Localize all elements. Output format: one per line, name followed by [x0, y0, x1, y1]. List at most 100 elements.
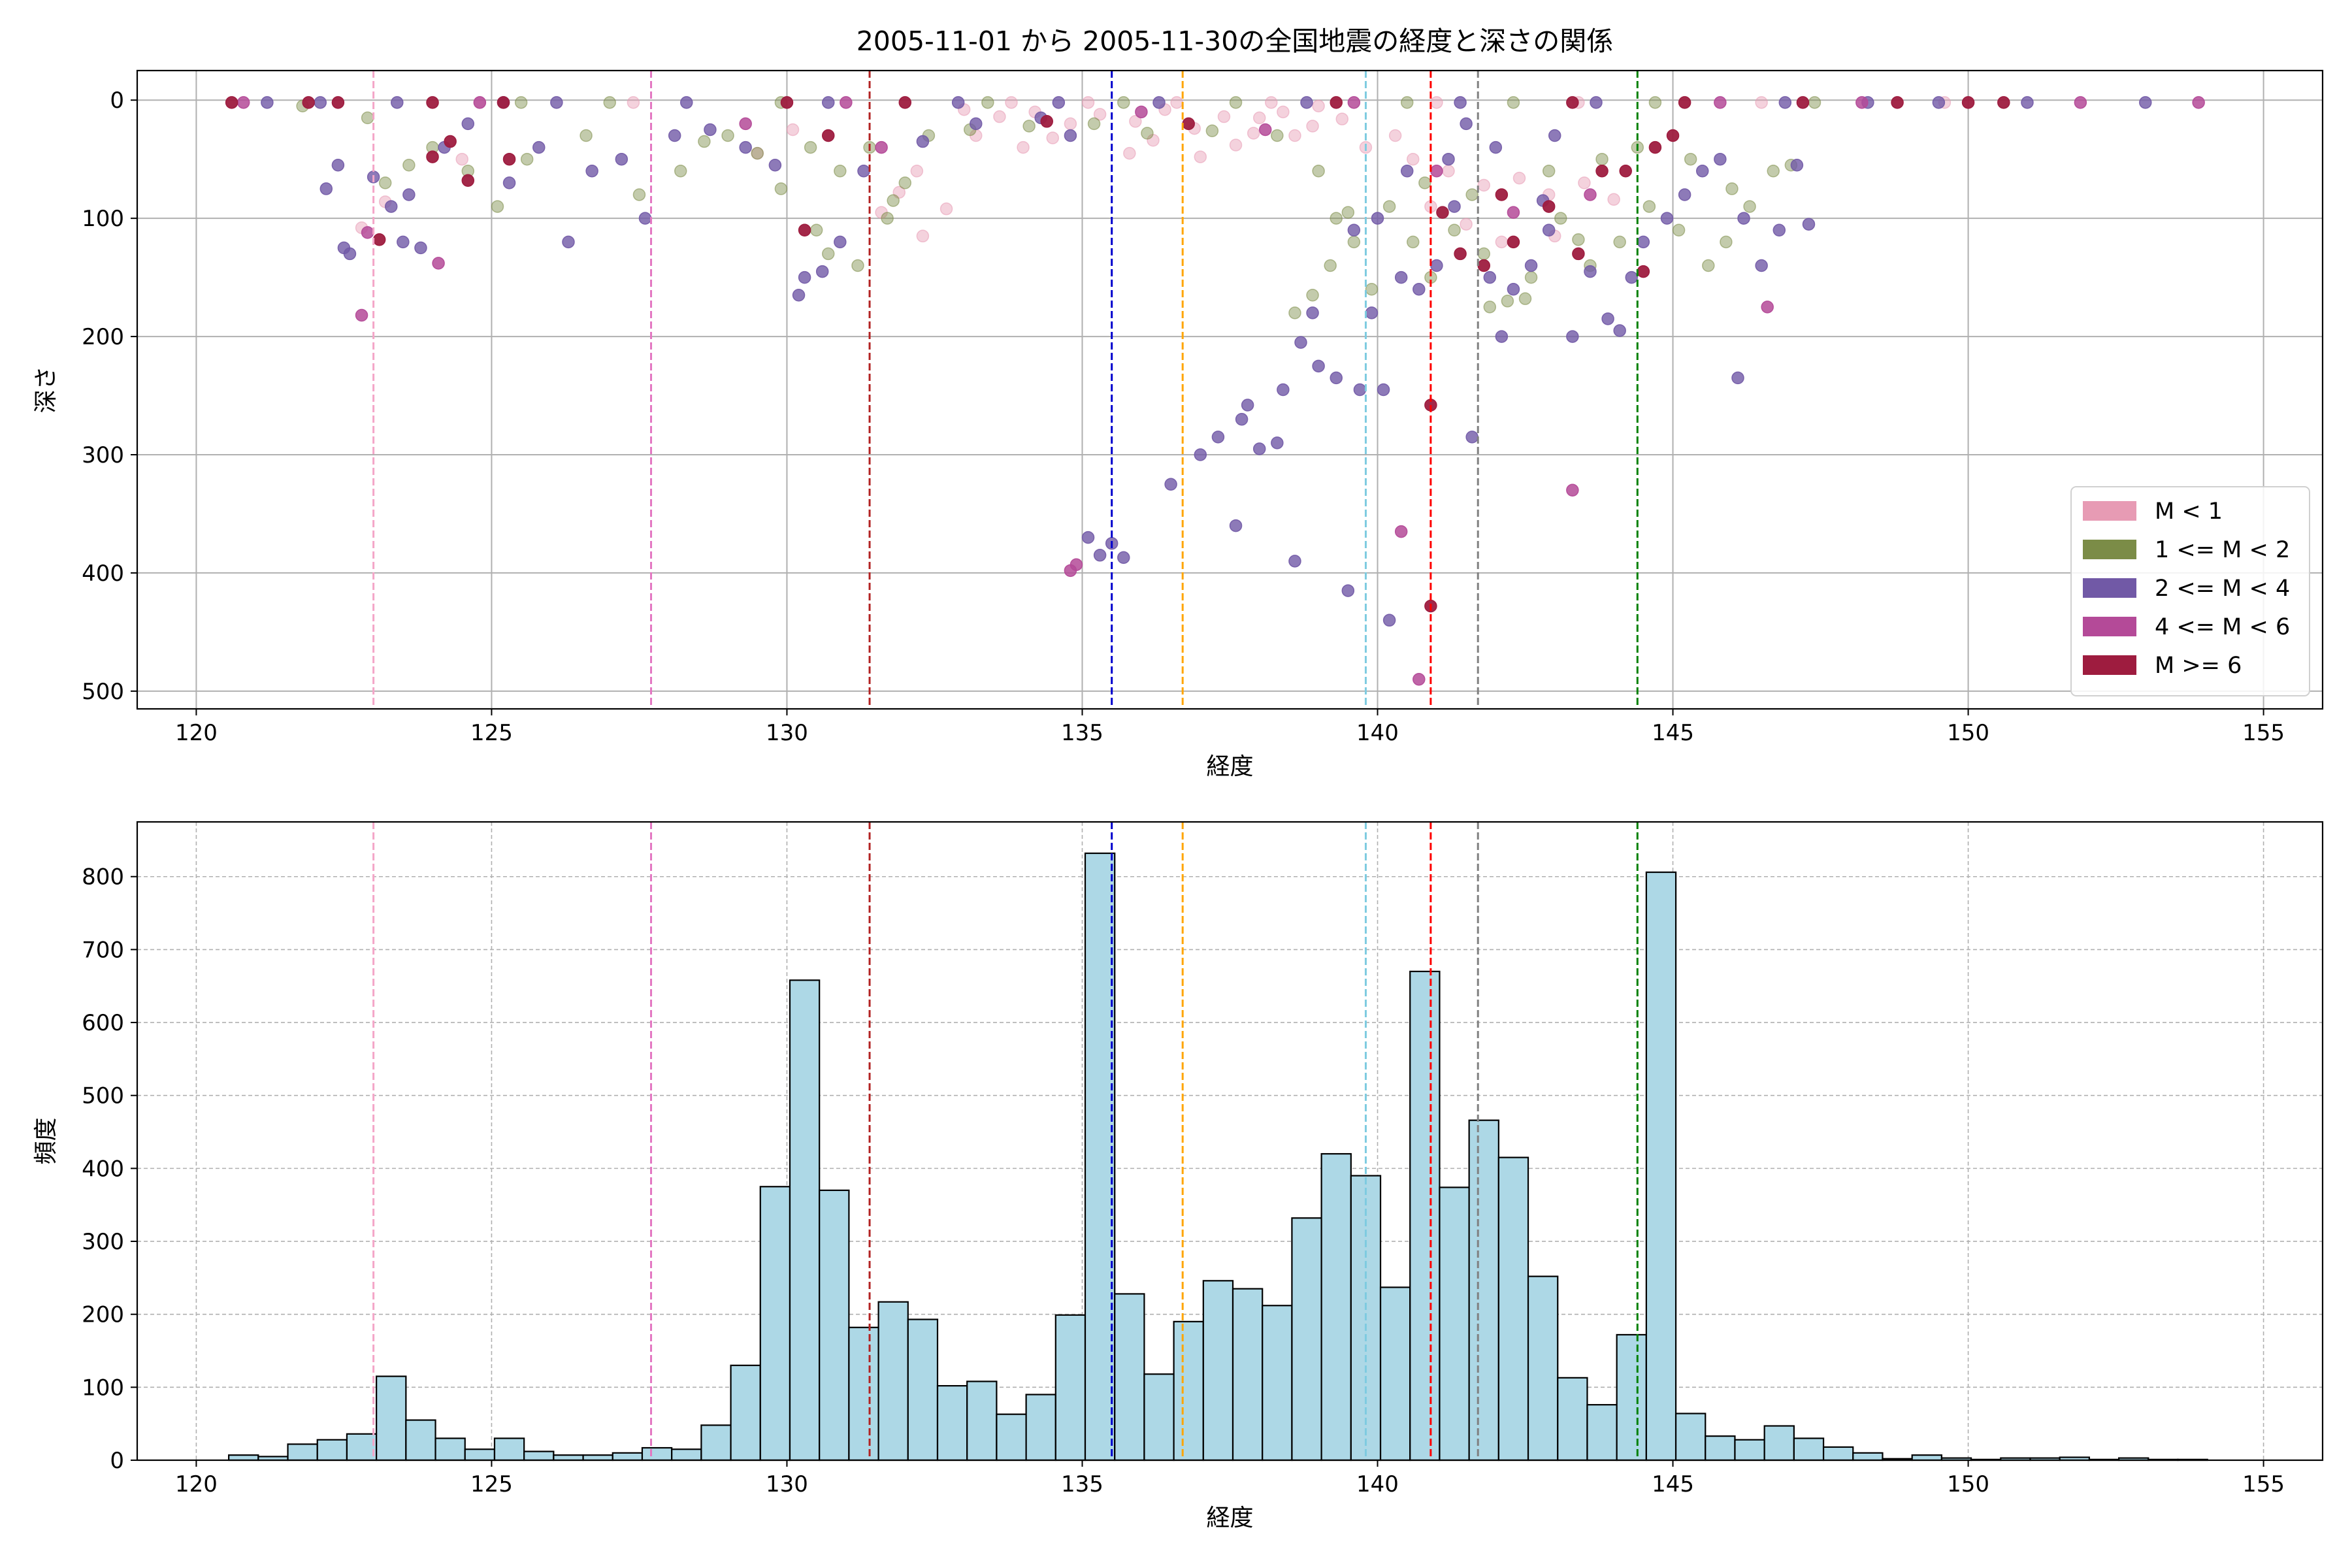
- histogram-bar: [789, 979, 821, 1462]
- scatter-point: [1672, 223, 1686, 237]
- scatter-point: [1388, 129, 1402, 142]
- scatter-y-axis-label: 深さ: [33, 366, 59, 413]
- histogram-bar: [287, 1443, 318, 1462]
- scatter-point: [721, 129, 734, 142]
- scatter-point: [1642, 200, 1656, 213]
- histogram-bar: [553, 1454, 584, 1462]
- scatter-point: [1229, 519, 1243, 532]
- histogram-x-tick-label: 155: [2242, 1471, 2285, 1497]
- scatter-point: [1507, 235, 1520, 249]
- scatter-point: [815, 265, 829, 278]
- scatter-point: [1695, 165, 1709, 178]
- histogram-bar: [671, 1448, 702, 1462]
- scatter-point: [1330, 371, 1343, 385]
- histogram-bar: [1705, 1435, 1736, 1462]
- scatter-point: [751, 146, 764, 160]
- scatter-point: [1436, 206, 1449, 219]
- scatter-point: [1548, 129, 1561, 142]
- histogram-bar: [1114, 1293, 1145, 1462]
- scatter-x-tick-label: 120: [175, 720, 218, 746]
- scatter-point: [774, 182, 788, 195]
- scatter-point: [1288, 555, 1301, 568]
- histogram-bar: [493, 1437, 525, 1462]
- legend-swatch: [2083, 501, 2136, 521]
- scatter-panel: 120 125 130 135 140 145 150 155 0 100 200 300 400 500…: [33, 69, 2324, 780]
- scatter-point: [698, 135, 711, 148]
- scatter-point: [1005, 96, 1018, 109]
- scatter-point: [970, 117, 983, 131]
- scatter-point: [1714, 96, 1727, 109]
- scatter-reference-lines: [372, 71, 1639, 709]
- scatter-point: [402, 158, 416, 172]
- scatter-point: [1448, 223, 1461, 237]
- scatter-point: [432, 257, 445, 270]
- scatter-point: [2192, 96, 2205, 109]
- scatter-series: [296, 96, 1821, 319]
- histogram-bar: [1054, 1314, 1086, 1462]
- scatter-point: [668, 129, 681, 142]
- scatter-point: [314, 96, 327, 109]
- scatter-point: [834, 165, 847, 178]
- scatter-y-tick-label: 100: [82, 206, 124, 232]
- histogram-bar: [1734, 1439, 1765, 1462]
- histogram-frame: [136, 821, 2324, 1462]
- scatter-point: [1512, 171, 1526, 185]
- scatter-point: [414, 241, 427, 255]
- scatter-point: [786, 123, 800, 137]
- scatter-point: [1135, 105, 1148, 119]
- scatter-point: [680, 96, 693, 109]
- scatter-point: [497, 96, 510, 109]
- scatter-point: [1081, 96, 1095, 109]
- scatter-point: [1578, 176, 1591, 189]
- scatter-point: [1371, 212, 1384, 225]
- histogram-bar: [1409, 970, 1441, 1462]
- scatter-point: [355, 308, 368, 322]
- legend-box: [2070, 486, 2310, 696]
- scatter-point: [1052, 96, 1066, 109]
- scatter-point: [1312, 359, 1325, 373]
- scatter-point: [502, 152, 516, 166]
- scatter-point: [916, 229, 930, 243]
- scatter-point: [1418, 176, 1431, 189]
- scatter-point: [1382, 200, 1396, 213]
- histogram-bar: [405, 1419, 436, 1462]
- histogram-bar: [996, 1413, 1027, 1462]
- scatter-point: [1394, 270, 1408, 284]
- scatter-x-tick-label: 130: [766, 720, 808, 746]
- histogram-bar: [1173, 1320, 1204, 1462]
- histogram-ticks: 120 125 130 135 140 145 150 155 0 100 200 300 400 500…: [82, 864, 2285, 1497]
- scatter-point: [1448, 200, 1461, 213]
- scatter-point: [1064, 129, 1077, 142]
- scatter-point: [1394, 525, 1408, 538]
- histogram-bar: [1822, 1446, 1854, 1462]
- scatter-point: [898, 96, 912, 109]
- histogram-panel: 120 125 130 135 140 145 150 155 0 100 200 300 400 500…: [33, 821, 2324, 1531]
- scatter-point: [1477, 178, 1490, 192]
- histogram-x-tick-label: 120: [175, 1471, 218, 1497]
- scatter-point: [1507, 206, 1520, 219]
- scatter-x-tick-label: 155: [2242, 720, 2285, 746]
- scatter-point: [1271, 436, 1284, 449]
- scatter-point: [704, 123, 717, 137]
- scatter-point: [1601, 312, 1614, 325]
- scatter-point: [532, 140, 546, 154]
- scatter-point: [1271, 129, 1284, 142]
- scatter-point: [1017, 140, 1030, 154]
- scatter-point: [1454, 247, 1467, 261]
- scatter-point: [1767, 165, 1780, 178]
- scatter-point: [1442, 165, 1455, 178]
- scatter-point: [1324, 259, 1337, 272]
- scatter-point: [1961, 96, 1975, 109]
- scatter-point: [1572, 247, 1585, 261]
- scatter-point: [461, 117, 475, 131]
- histogram-bar: [759, 1186, 791, 1462]
- scatter-point: [1117, 551, 1130, 564]
- histogram-reference-lines: [372, 822, 1639, 1460]
- scatter-point: [1377, 383, 1390, 397]
- scatter-point: [1341, 584, 1355, 597]
- scatter-point: [1235, 412, 1249, 426]
- scatter-point: [1678, 96, 1691, 109]
- scatter-point: [821, 247, 835, 261]
- histogram-bar: [936, 1385, 968, 1462]
- scatter-point: [1595, 152, 1609, 166]
